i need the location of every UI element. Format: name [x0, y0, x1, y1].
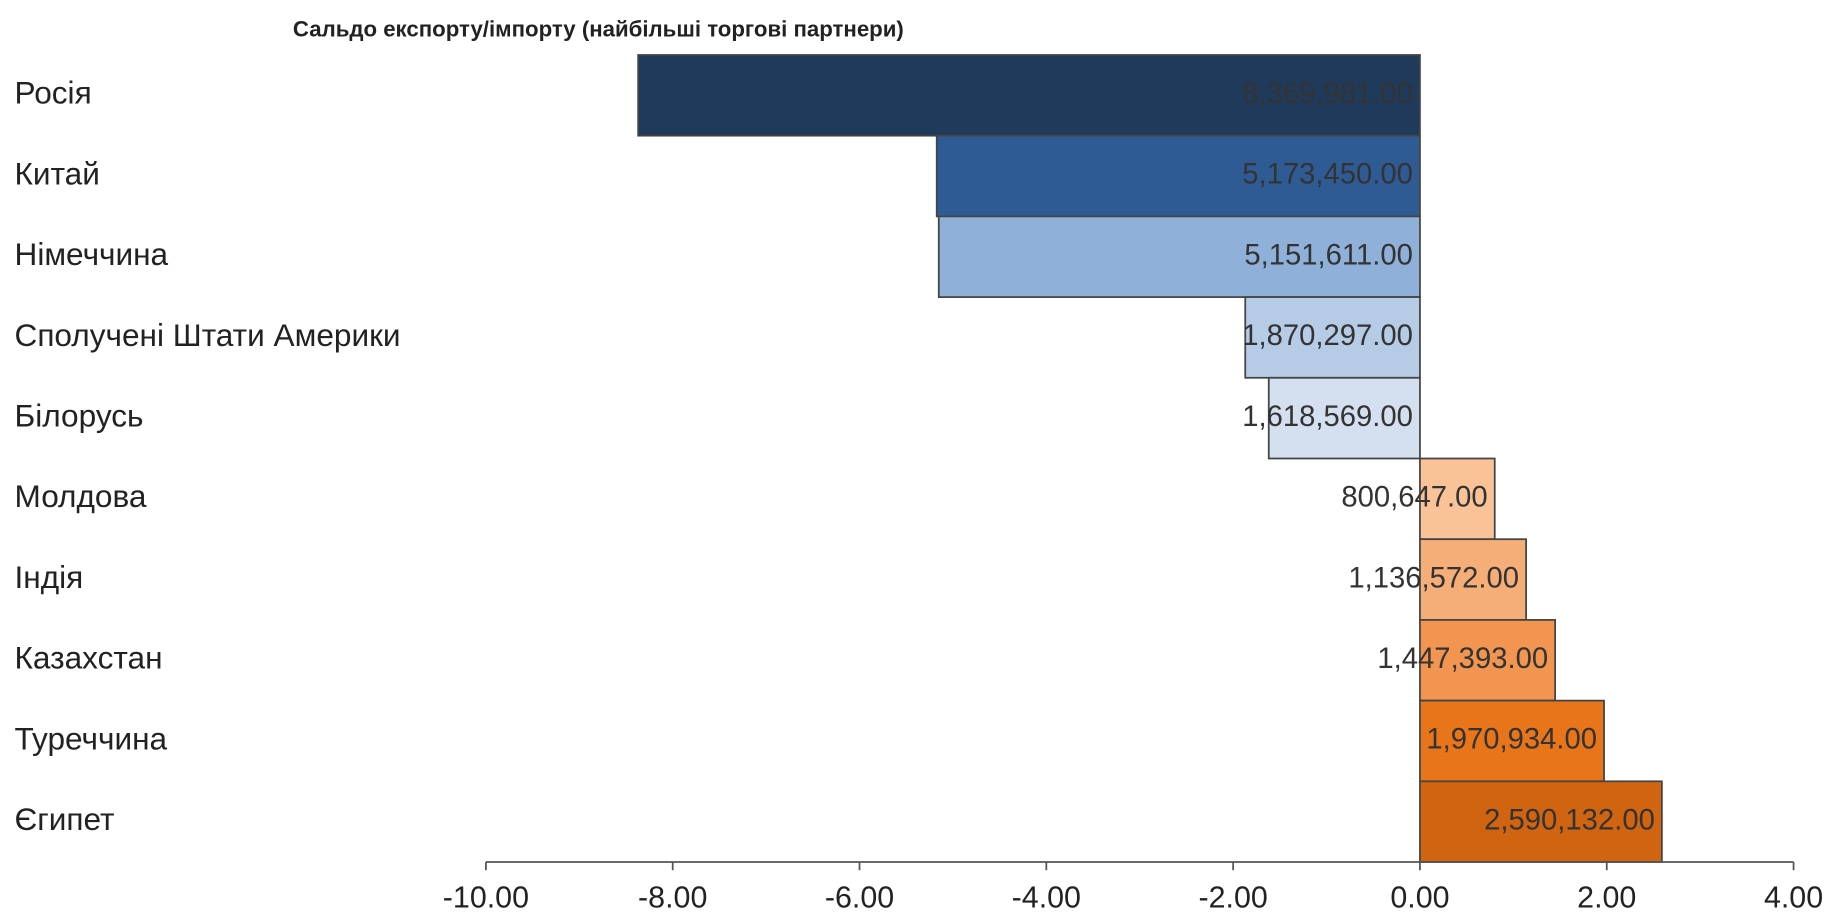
category-label: Туреччина: [15, 720, 168, 756]
x-tick-label: -6.00: [825, 880, 894, 914]
value-label: 2,590,132.00: [1484, 804, 1655, 836]
category-label: Білорусь: [15, 397, 144, 433]
x-tick-label: -2.00: [1198, 880, 1267, 914]
bar: [1244, 296, 1421, 379]
value-label: 800,647.00: [1341, 482, 1487, 514]
bar: [637, 54, 1421, 137]
x-tick-label: -10.00: [443, 880, 529, 914]
category-label: Сполучені Штати Америки: [15, 317, 401, 353]
bar: [1267, 376, 1421, 460]
x-tick-label: 2.00: [1577, 880, 1636, 914]
x-tick-label: -4.00: [1012, 880, 1081, 914]
value-label: 1,870,297.00: [1242, 320, 1413, 352]
category-label: Казахстан: [15, 640, 163, 676]
category-label: Молдова: [15, 478, 147, 514]
chart-title: Сальдо експорту/імпорту (найбільші торго…: [293, 16, 904, 41]
category-label: Індія: [15, 559, 84, 595]
value-label: 1,970,934.00: [1426, 724, 1597, 756]
value-label: 5,151,611.00: [1244, 239, 1413, 271]
x-tick-label: 0.00: [1390, 880, 1449, 914]
value-label: 1,136,572.00: [1348, 562, 1519, 594]
value-label: 1,447,393.00: [1377, 643, 1548, 675]
bar: [937, 215, 1421, 298]
category-label: Китай: [15, 155, 100, 191]
value-label: 8,369,981.00: [1242, 78, 1413, 110]
x-tick-label: -8.00: [638, 880, 707, 914]
category-label: Єгипет: [15, 801, 115, 837]
bar: [935, 134, 1421, 218]
value-label: 1,618,569.00: [1242, 401, 1413, 433]
bar: [1419, 619, 1557, 702]
category-label: Німеччина: [15, 236, 169, 272]
bar: [1419, 780, 1663, 863]
category-label: Росія: [15, 75, 92, 111]
x-tick-label: 4.00: [1764, 880, 1823, 914]
bar: [1419, 457, 1496, 541]
value-label: 5,173,450.00: [1242, 159, 1413, 191]
